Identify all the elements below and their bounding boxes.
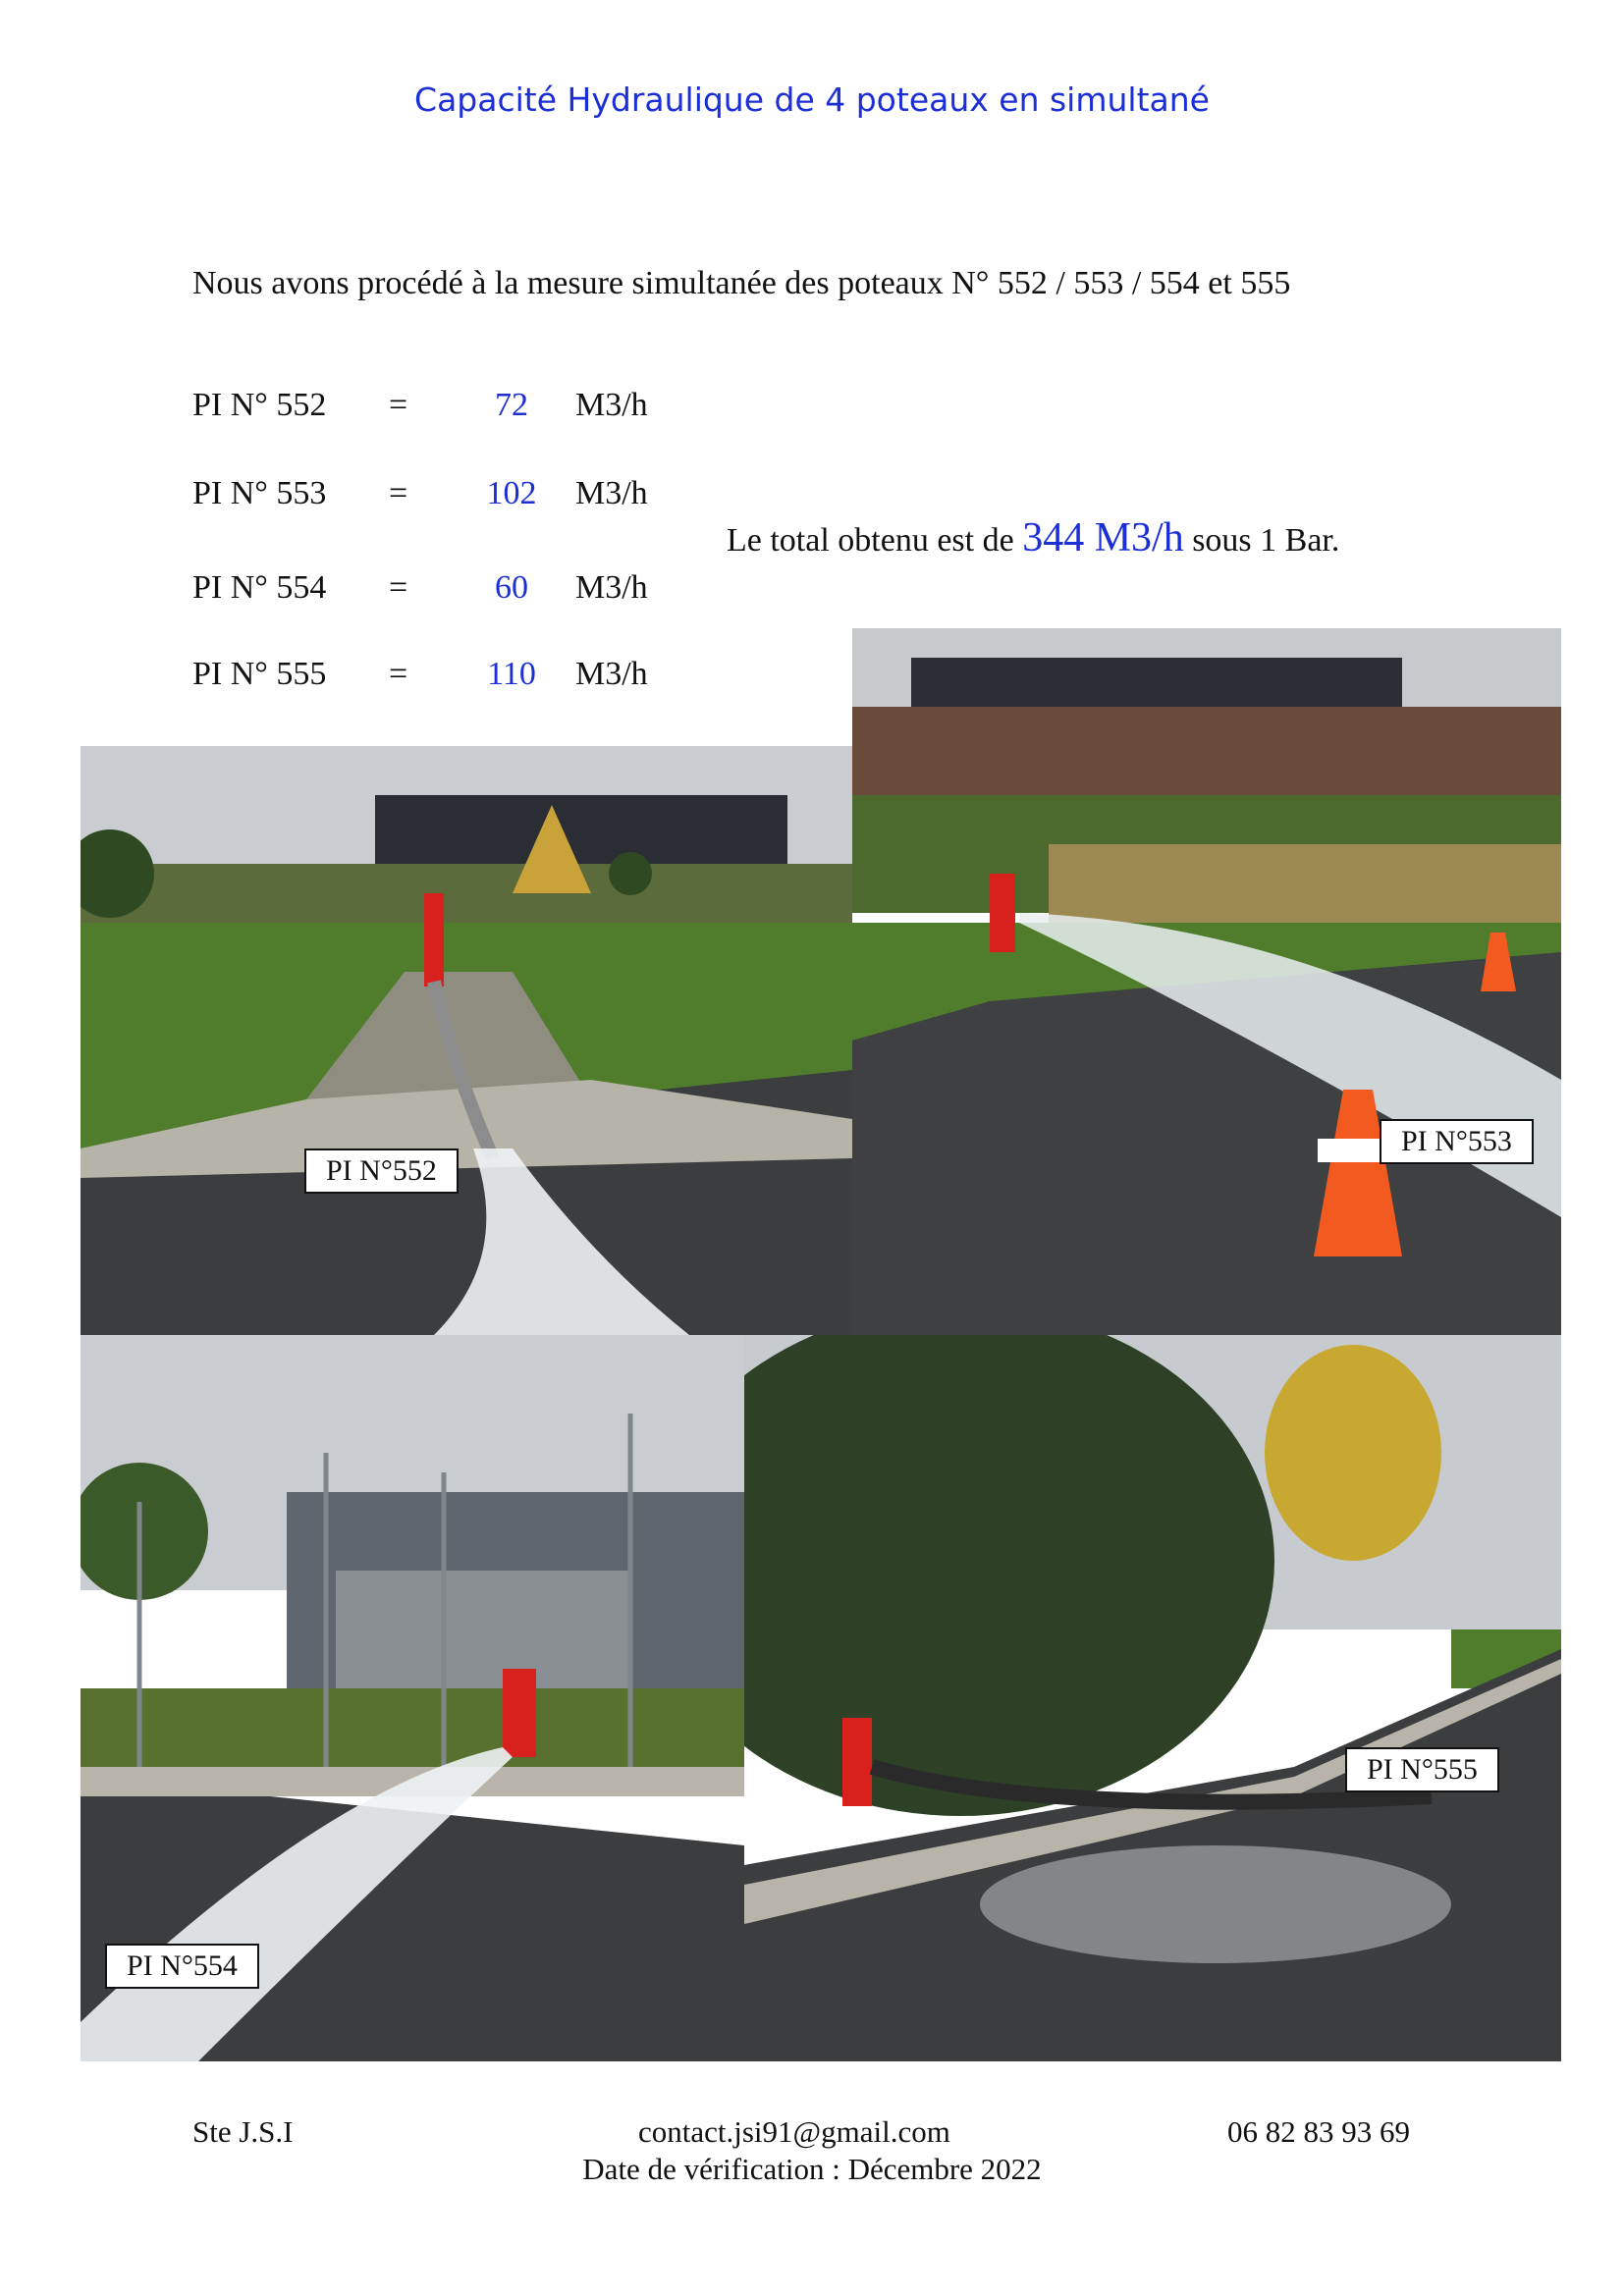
measurement-equals: = bbox=[389, 387, 408, 423]
measurement-equals: = bbox=[389, 656, 408, 692]
photo-label-554: PI N°554 bbox=[105, 1944, 259, 1989]
measurement-value: 110 bbox=[487, 656, 536, 692]
footer-email: contact.jsi91@gmail.com bbox=[638, 2114, 950, 2149]
measurement-value: 72 bbox=[495, 387, 528, 423]
photo-hydrant-552: PI N°552 bbox=[81, 746, 852, 1335]
measurement-row-555: PI N° 555 = 110 M3/h bbox=[192, 656, 703, 699]
measurement-equals: = bbox=[389, 569, 408, 606]
photo-555-illustration bbox=[744, 1335, 1561, 2061]
footer-phone: 06 82 83 93 69 bbox=[1227, 2114, 1410, 2149]
measurement-unit: M3/h bbox=[575, 387, 648, 423]
measurement-label: PI N° 555 bbox=[192, 656, 327, 692]
measurement-label: PI N° 554 bbox=[192, 569, 327, 606]
photo-label-553: PI N°553 bbox=[1380, 1119, 1534, 1164]
measurement-row-554: PI N° 554 = 60 M3/h bbox=[192, 569, 703, 613]
measurement-row-553: PI N° 553 = 102 M3/h bbox=[192, 475, 703, 518]
total-summary: Le total obtenu est de 344 M3/h sous 1 B… bbox=[727, 514, 1339, 561]
photo-hydrant-555: PI N°555 bbox=[744, 1335, 1561, 2061]
photo-hydrant-553: PI N°553 bbox=[852, 628, 1561, 1335]
measurement-unit: M3/h bbox=[575, 475, 648, 511]
intro-text: Nous avons procédé à la mesure simultané… bbox=[192, 265, 1291, 301]
measurement-value: 102 bbox=[486, 475, 537, 511]
measurement-equals: = bbox=[389, 475, 408, 511]
photo-553-illustration bbox=[852, 628, 1561, 1335]
photo-label-552: PI N°552 bbox=[304, 1148, 459, 1194]
measurement-value: 60 bbox=[495, 569, 528, 606]
measurement-unit: M3/h bbox=[575, 656, 648, 692]
measurement-label: PI N° 552 bbox=[192, 387, 327, 423]
total-value: 344 M3/h bbox=[1022, 515, 1184, 561]
total-prefix: Le total obtenu est de bbox=[727, 522, 1014, 559]
footer-date: Date de vérification : Décembre 2022 bbox=[582, 2152, 1042, 2186]
measurement-row-552: PI N° 552 = 72 M3/h bbox=[192, 387, 703, 430]
total-suffix: sous 1 Bar. bbox=[1192, 522, 1340, 559]
footer-company: Ste J.S.I bbox=[192, 2114, 294, 2149]
photo-hydrant-554: PI N°554 bbox=[81, 1335, 744, 2061]
page-title: Capacité Hydraulique de 4 poteaux en sim… bbox=[414, 80, 1210, 119]
photo-552-illustration bbox=[81, 746, 852, 1335]
measurement-label: PI N° 553 bbox=[192, 475, 327, 511]
photo-label-555: PI N°555 bbox=[1345, 1747, 1499, 1792]
measurement-unit: M3/h bbox=[575, 569, 648, 606]
